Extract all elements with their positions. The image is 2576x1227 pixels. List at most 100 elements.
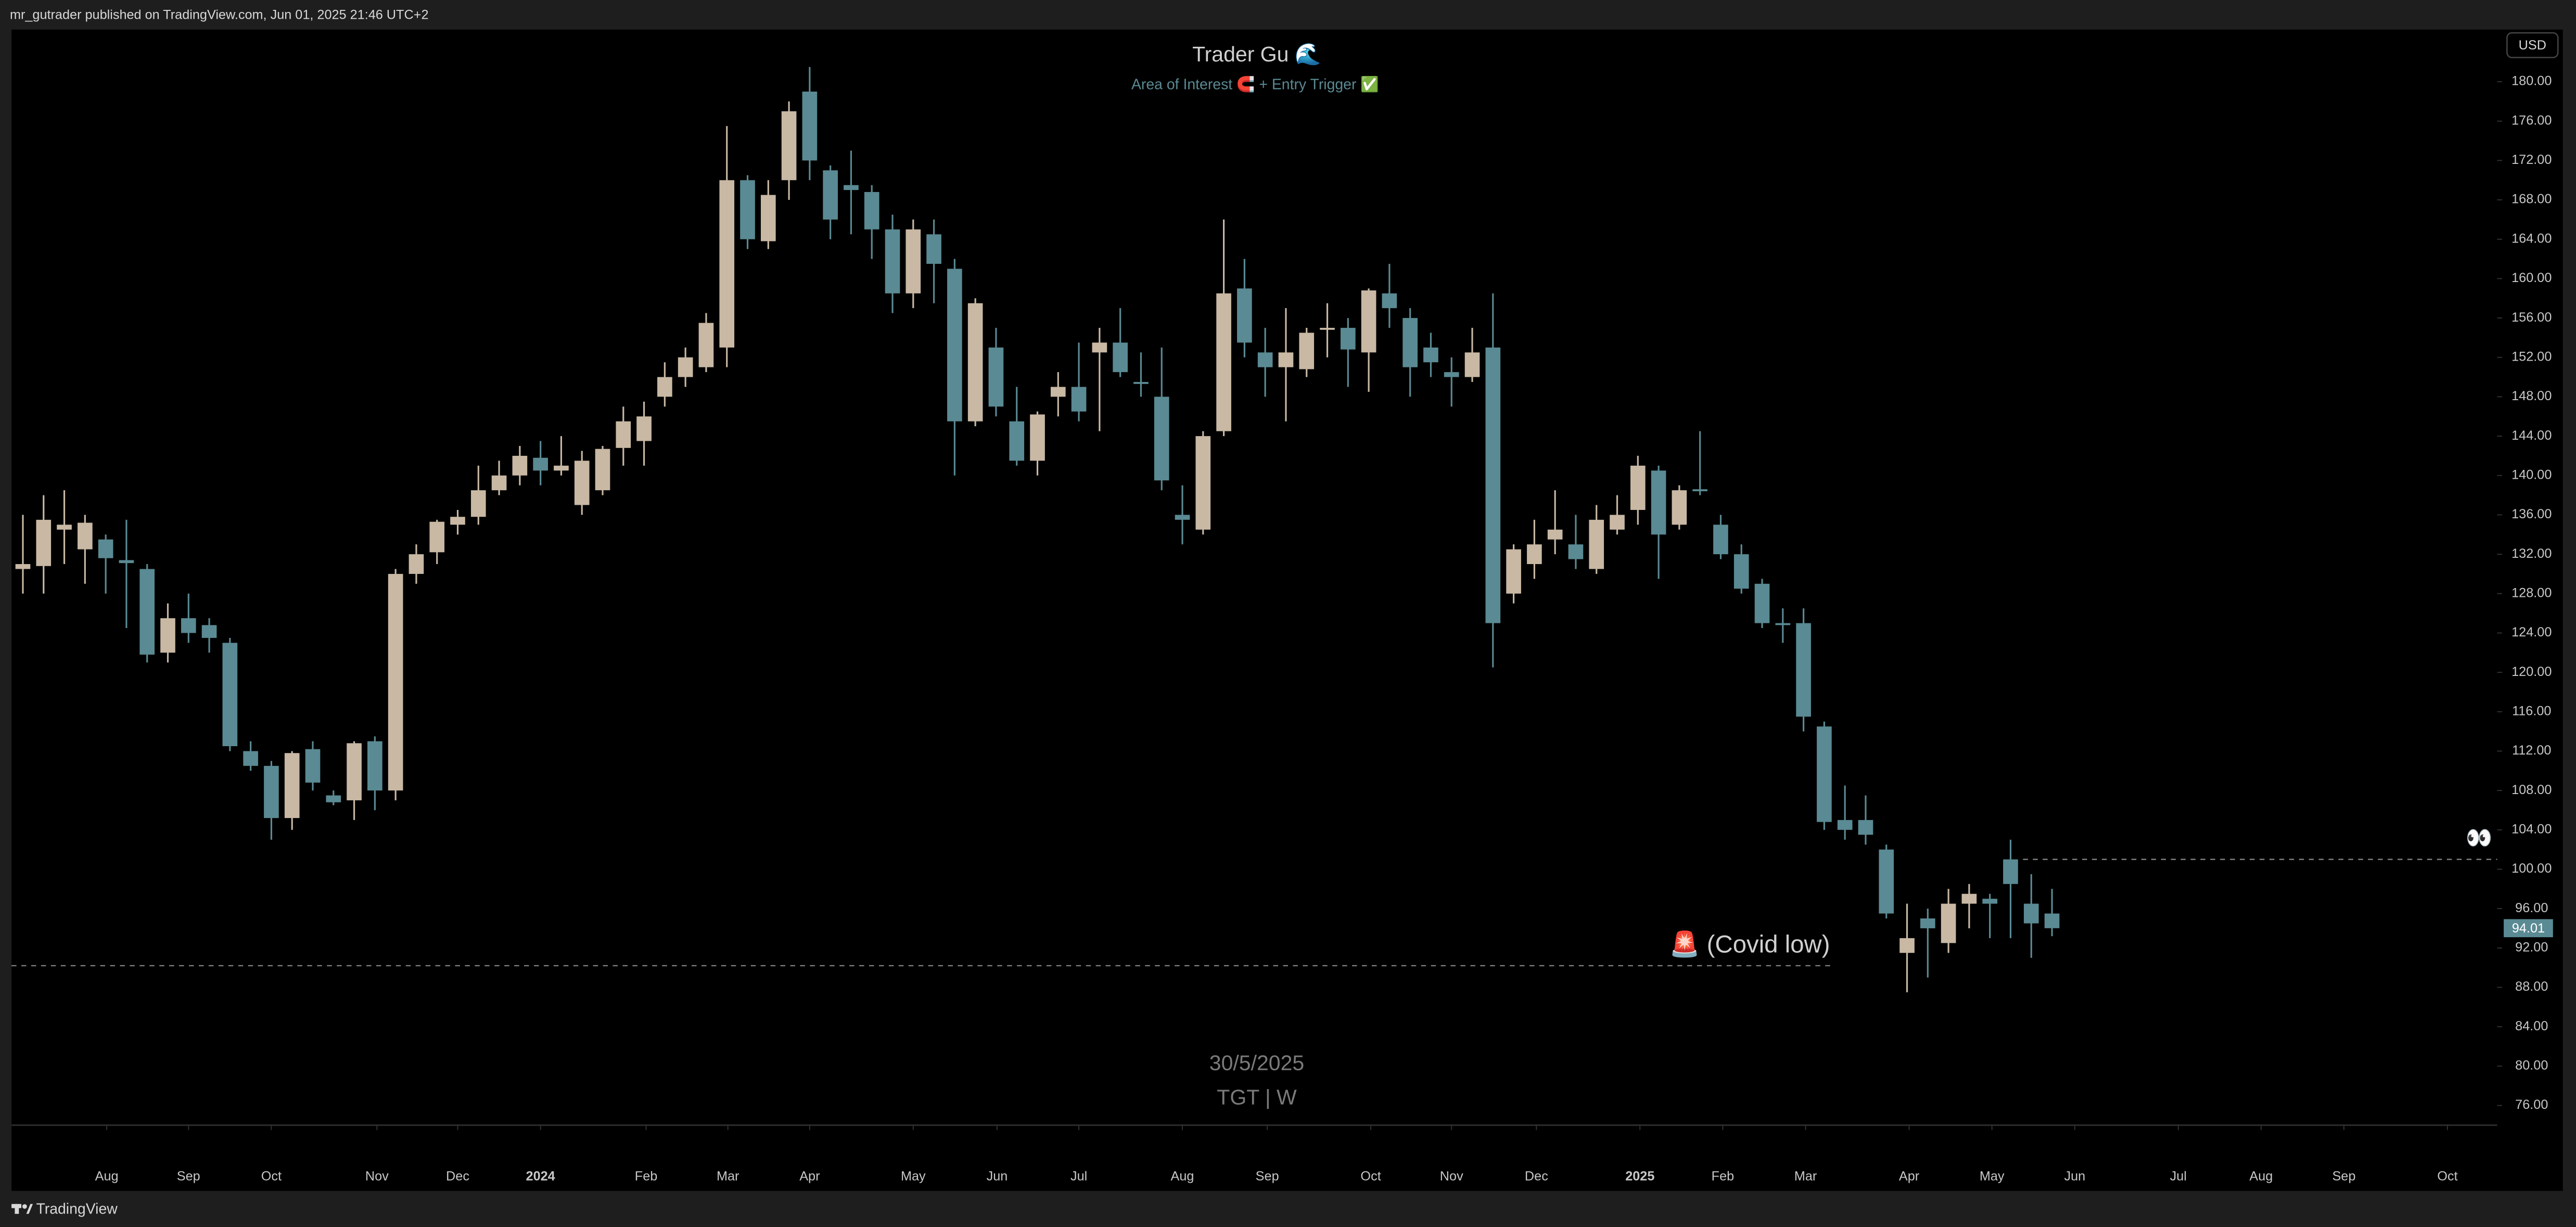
- candle-body: [657, 377, 672, 397]
- candle-body: [1899, 938, 1915, 953]
- candle-body: [201, 625, 217, 638]
- x-tick-label: Jul: [2170, 1169, 2187, 1183]
- candle-body: [1651, 470, 1666, 535]
- candle-body: [1527, 544, 1542, 565]
- y-tick-label: 156.00: [2511, 310, 2552, 325]
- candle-body: [1941, 903, 1956, 943]
- x-tick-label: Mar: [1794, 1169, 1817, 1183]
- y-tick-label: 160.00: [2511, 271, 2552, 285]
- candle-body: [388, 573, 403, 791]
- candle-body: [429, 521, 445, 553]
- candle-body: [264, 765, 279, 819]
- candle-body: [1464, 352, 1480, 377]
- x-tick-label: May: [901, 1169, 926, 1183]
- tv-logo: [11, 1204, 33, 1214]
- candle-body: [1071, 387, 1087, 412]
- candle-body: [823, 170, 838, 220]
- candle-body: [78, 522, 93, 549]
- candle-body: [533, 457, 548, 471]
- x-tick-label: Dec: [1525, 1169, 1548, 1183]
- candle-body: [1092, 342, 1107, 353]
- candle-body: [305, 749, 321, 783]
- candle-body: [1257, 352, 1273, 367]
- candle-body: [1402, 318, 1418, 367]
- x-tick-label: Oct: [261, 1169, 282, 1183]
- y-tick-label: 148.00: [2511, 389, 2552, 403]
- x-tick-label: Sep: [177, 1169, 200, 1183]
- x-tick-label: Feb: [635, 1169, 658, 1183]
- candle-body: [988, 347, 1004, 407]
- candle-body: [470, 490, 486, 517]
- candle-body: [1630, 465, 1646, 510]
- candle-body: [1672, 490, 1687, 525]
- chart-area: [11, 29, 2563, 1191]
- candle-body: [243, 751, 258, 766]
- candle-body: [967, 303, 983, 421]
- candle-body: [1589, 519, 1604, 569]
- covid-annotation: 🚨 (Covid low): [1669, 930, 1830, 958]
- candle-body: [1506, 549, 1521, 594]
- candle-body: [1009, 421, 1025, 461]
- candle-body: [802, 91, 818, 161]
- currency-label[interactable]: USD: [2519, 38, 2546, 53]
- candle-body: [1423, 347, 1438, 363]
- x-tick-label: Aug: [95, 1169, 119, 1183]
- candle-body: [2023, 903, 2039, 924]
- candle-body: [284, 753, 300, 819]
- candle-body: [678, 357, 693, 377]
- currency-button[interactable]: [2506, 32, 2559, 58]
- candle-body: [1444, 372, 1459, 377]
- x-tick-label: Jun: [987, 1169, 1008, 1183]
- candle-body: [947, 269, 962, 421]
- x-tick-label: Nov: [365, 1169, 389, 1183]
- candle-body: [347, 743, 362, 801]
- candle-body: [222, 643, 238, 746]
- x-tick-label: Oct: [1360, 1169, 1381, 1183]
- candle-body: [1775, 623, 1791, 625]
- candle-body: [1361, 290, 1376, 353]
- y-tick-label: 92.00: [2515, 940, 2548, 954]
- candle-body: [57, 525, 72, 530]
- candle-body: [139, 569, 155, 655]
- y-tick-label: 136.00: [2511, 507, 2552, 521]
- x-tick-label: May: [1980, 1169, 2005, 1183]
- y-tick-label: 124.00: [2511, 625, 2552, 640]
- candle-body: [181, 618, 196, 633]
- candle-body: [1796, 623, 1811, 717]
- x-tick-label: Mar: [717, 1169, 739, 1183]
- candle-body: [160, 618, 175, 653]
- candle-body: [1547, 529, 1563, 540]
- y-tick-label: 172.00: [2511, 152, 2552, 167]
- candle-body: [512, 455, 528, 476]
- candle-body: [450, 517, 465, 525]
- candle-body: [554, 465, 569, 471]
- candle-body: [595, 449, 610, 491]
- candle-body: [1216, 293, 1231, 431]
- candle-body: [1133, 382, 1149, 384]
- candle-body: [1113, 342, 1128, 373]
- candle-body: [1837, 820, 1853, 830]
- candle-body: [98, 539, 113, 558]
- candle-body: [2044, 913, 2060, 928]
- y-tick-label: 100.00: [2511, 861, 2552, 876]
- candle-body: [367, 741, 382, 791]
- y-tick-label: 144.00: [2511, 428, 2552, 443]
- x-tick-label: Aug: [1171, 1169, 1194, 1183]
- candle-body: [1485, 347, 1501, 623]
- candle-body: [1195, 436, 1211, 530]
- x-tick-label: Apr: [799, 1169, 820, 1183]
- y-tick-label: 176.00: [2511, 113, 2552, 127]
- candle-body: [1175, 515, 1190, 520]
- candle-body: [1278, 352, 1294, 367]
- candle-body: [1982, 899, 1998, 904]
- candle-body: [326, 795, 341, 802]
- last-price-label: 94.01: [2512, 921, 2545, 936]
- y-tick-label: 152.00: [2511, 349, 2552, 364]
- y-tick-label: 88.00: [2515, 979, 2548, 994]
- candle-body: [740, 180, 755, 239]
- y-tick-label: 180.00: [2511, 74, 2552, 88]
- publish-header: mr_gutrader published on TradingView.com…: [10, 8, 429, 22]
- candle-body: [1920, 918, 1935, 928]
- candle-body: [1340, 328, 1356, 350]
- candle-body: [15, 564, 31, 569]
